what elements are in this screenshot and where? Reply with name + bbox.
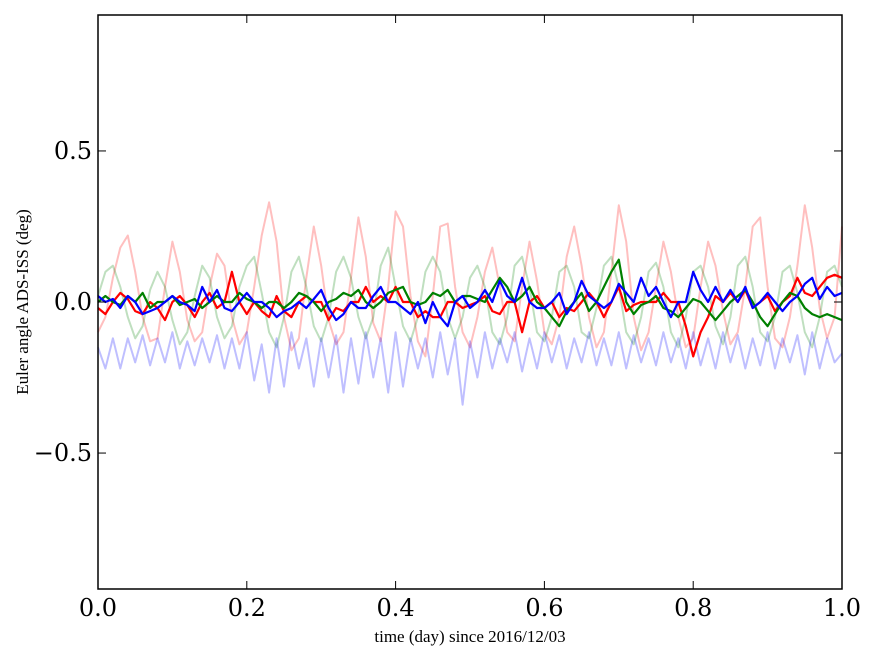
series-line-2 <box>97 331 843 406</box>
series-line-1 <box>97 246 843 349</box>
ticks-layer: 0.0 0.2 0.4 0.6 0.8 1.0 −0.5 0.0 0.5 <box>34 15 861 622</box>
y-axis-title: Euler angle ADS-ISS (deg) <box>13 209 32 395</box>
x-axis-title: time (day) since 2016/12/03 <box>374 627 565 646</box>
x-tick-label: 0.8 <box>674 594 712 622</box>
y-tick-label: 0.5 <box>54 137 92 165</box>
x-tick-label: 0.0 <box>79 594 117 622</box>
x-tick-label: 0.6 <box>525 594 563 622</box>
x-tick-label: 0.2 <box>228 594 266 622</box>
x-tick-label: 1.0 <box>823 594 861 622</box>
y-tick-label: −0.5 <box>34 439 92 467</box>
series-line-5 <box>97 270 843 328</box>
y-tick-label: 0.0 <box>54 288 92 316</box>
x-tick-label: 0.4 <box>377 594 415 622</box>
series-line-0 <box>97 201 843 358</box>
series-layer <box>97 201 843 406</box>
